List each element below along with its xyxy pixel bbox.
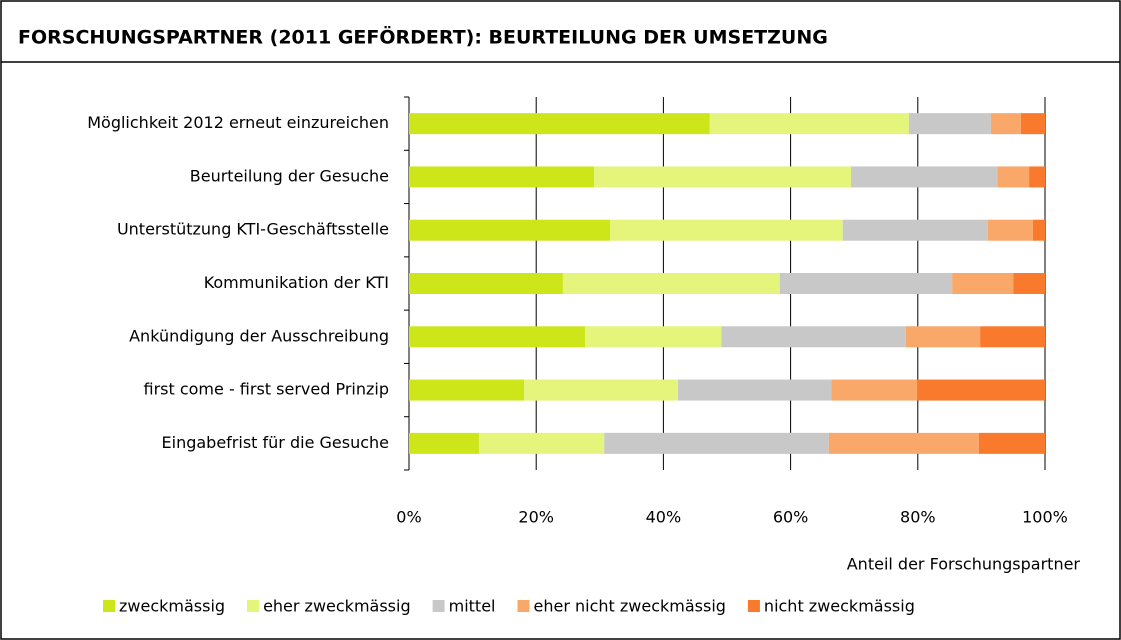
x-tick-label: 40% (646, 508, 682, 527)
x-tick-label: 20% (518, 508, 554, 527)
bar-segment (779, 273, 953, 294)
legend-swatch (517, 600, 530, 612)
bar-segment (409, 379, 525, 401)
bar-segment (478, 432, 605, 454)
bar-segment (604, 432, 829, 454)
legend-label: zweckmässig (119, 597, 225, 616)
legend-label: eher zweckmässig (263, 597, 411, 616)
bar-segment (562, 273, 780, 294)
legend-label: nicht zweckmässig (764, 597, 915, 616)
bar-segment (952, 273, 1014, 294)
bar-segment (409, 326, 586, 348)
bar-segment (409, 166, 595, 188)
y-tick-label: Ankündigung der Ausschreibung (129, 326, 389, 345)
x-tick-label: 60% (773, 508, 809, 527)
y-tick-label: Unterstützung KTI-Geschäftsstelle (117, 220, 389, 239)
bar-segment (842, 219, 988, 241)
bar-segment (585, 326, 722, 348)
bar-segment (851, 166, 998, 188)
bar-segment (917, 379, 1045, 401)
chart-title: FORSCHUNGSPARTNER (2011 GEFÖRDERT): BEUR… (18, 25, 828, 49)
bar-segment (1032, 219, 1045, 241)
bar-segment (409, 113, 710, 135)
bar-segment (594, 166, 852, 188)
bar-segment (709, 113, 909, 135)
bar-segment (831, 379, 918, 401)
bar-segment (721, 326, 906, 348)
x-tick-label: 100% (1022, 508, 1068, 527)
y-tick-label: Eingabefrist für die Gesuche (162, 433, 389, 452)
x-tick-label: 0% (396, 508, 421, 527)
bar-segment (997, 166, 1030, 188)
bar-segment (905, 326, 981, 348)
bar-segment (980, 326, 1045, 348)
bar-segment (524, 379, 679, 401)
bar-segment (609, 219, 843, 241)
bar-segment (978, 432, 1045, 454)
x-axis-label: Anteil der Forschungspartner (847, 555, 1081, 574)
bar-segment (1020, 113, 1045, 135)
y-tick-label: Kommunikation der KTI (204, 273, 389, 292)
bar-segment (828, 432, 979, 454)
bar-segment (409, 273, 563, 294)
legend-swatch (103, 600, 115, 612)
x-tick-label: 80% (900, 508, 936, 527)
bar-segment (1013, 273, 1045, 294)
legend-swatch (432, 600, 445, 612)
bar-segment (1029, 166, 1045, 188)
bar-segment (990, 113, 1021, 135)
bar-segment (409, 219, 610, 241)
y-tick-label: Beurteilung der Gesuche (190, 166, 389, 185)
legend-swatch (247, 600, 260, 612)
bar-segment (908, 113, 991, 135)
legend-label: mittel (449, 597, 496, 616)
legend-swatch (747, 600, 760, 612)
y-tick-label: Möglichkeit 2012 erneut einzureichen (87, 113, 389, 132)
bar-segment (987, 219, 1033, 241)
y-tick-label: first come - first served Prinzip (143, 380, 389, 399)
bar-segment (678, 379, 832, 401)
bar-segment (409, 432, 479, 454)
legend-label: eher nicht zweckmässig (533, 597, 725, 616)
